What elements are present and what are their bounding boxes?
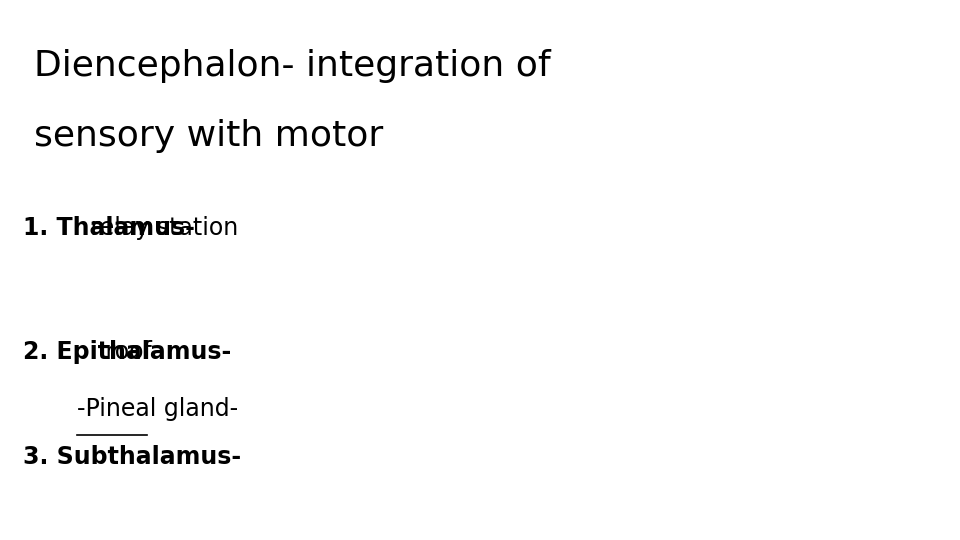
Text: roof: roof: [98, 340, 152, 364]
Text: Diencephalon- integration of: Diencephalon- integration of: [35, 49, 551, 83]
Text: sensory with motor: sensory with motor: [35, 119, 384, 153]
Text: 1. Thalamus-: 1. Thalamus-: [23, 216, 195, 240]
Text: 3. Subthalamus-: 3. Subthalamus-: [23, 446, 241, 469]
Text: -Pineal gland-: -Pineal gland-: [77, 397, 238, 421]
Text: relay station: relay station: [84, 216, 238, 240]
Text: 2. Epithalamus-: 2. Epithalamus-: [23, 340, 231, 364]
